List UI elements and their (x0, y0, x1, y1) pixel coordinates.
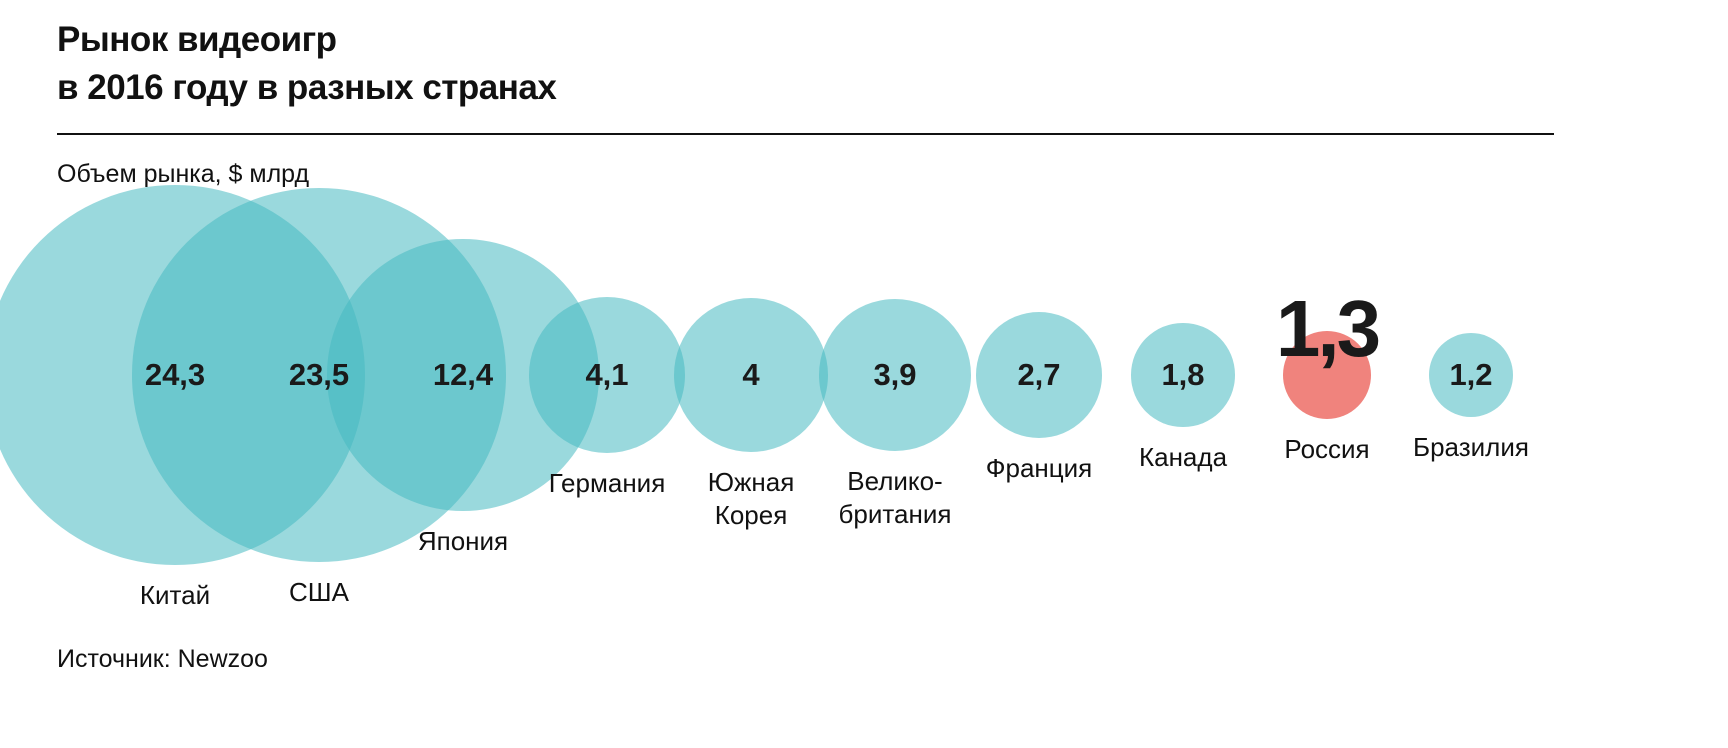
bubble-value: 2,7 (1017, 357, 1061, 392)
bubble-country-label: Япония (417, 525, 509, 556)
bubble-circle-highlighted (1283, 331, 1371, 419)
bubble-country-label: Франция (985, 453, 1093, 484)
bubble-value: 4 (742, 357, 760, 392)
bubble-country-label: Германия (548, 467, 666, 498)
bubble-circle (1428, 332, 1514, 418)
source-label: Источник: Newzoo (57, 645, 268, 673)
bubble-value: 4,1 (585, 357, 629, 392)
bubble-country-label: Китай (139, 579, 211, 610)
bubble-country-label: Бразилия (1413, 432, 1529, 463)
bubble-value: 24,3 (144, 357, 206, 392)
bubble-circle (818, 298, 972, 452)
divider (57, 133, 1554, 135)
bubble-value: 3,9 (873, 357, 917, 392)
unit-label: Объем рынка, $ млрд (57, 160, 310, 188)
bubble-country-label: Канада (1138, 441, 1228, 472)
bubble-circle (529, 297, 685, 453)
bubble-value: 1,8 (1161, 357, 1205, 392)
bubble-circle (674, 298, 828, 452)
bubble-country-label: Россия (1284, 433, 1370, 464)
chart-title: Рынок видеоигр в 2016 году в разных стра… (57, 20, 557, 107)
bubble-country-label: США (289, 576, 349, 607)
bubble-value: 23,5 (288, 357, 350, 392)
bubble-circle (1131, 323, 1235, 427)
bubble-value: 1,2 (1449, 357, 1493, 392)
bubble-value: 12,4 (432, 357, 494, 392)
bubble-circle (975, 311, 1103, 439)
bubble-country-label: Велико- британия (838, 466, 952, 529)
bubble-value: 1,3 (1275, 284, 1381, 374)
bubble-country-label: Южная Корея (707, 467, 795, 530)
